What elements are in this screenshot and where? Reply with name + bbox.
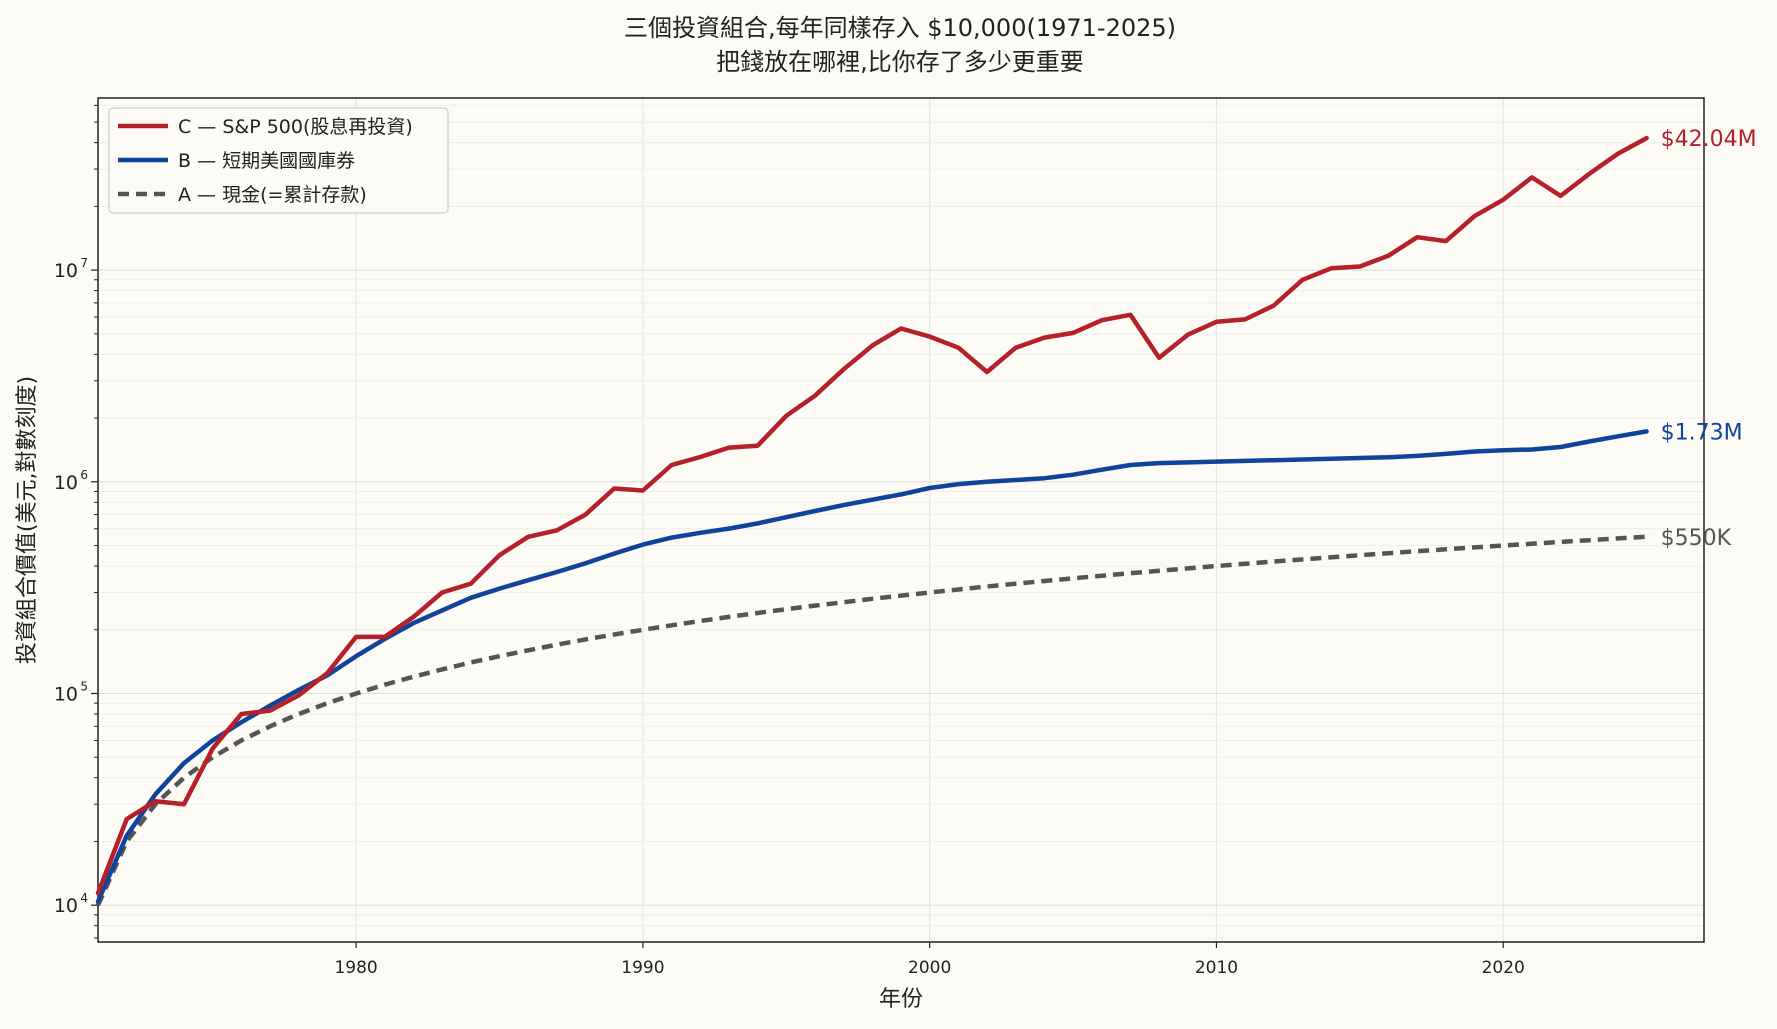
y-tick-exponent: 6 [80, 468, 88, 482]
x-tick-label: 1980 [334, 958, 377, 978]
chart-title: 三個投資組合,每年同樣存入 $10,000(1971-2025) [624, 14, 1176, 42]
y-axis-label: 投資組合價值(美元,對數刻度) [15, 376, 40, 664]
legend-label: A — 現金(=累計存款) [178, 184, 367, 206]
legend: C — S&P 500(股息再投資) B — 短期美國國庫券 A — 現金(=累計存… [108, 107, 449, 214]
end-labels: $42.04M $1.73M $550K [1661, 127, 1757, 551]
y-tick-label: 10 [54, 472, 78, 494]
y-tick-label: 10 [54, 895, 78, 917]
series-layer [95, 135, 1649, 907]
legend-label: C — S&P 500(股息再投資) [178, 116, 413, 138]
y-tick-label: 10 [54, 683, 78, 705]
y-tick-label: 10 [54, 260, 78, 282]
grid [98, 98, 1704, 942]
legend-label: B — 短期美國國庫券 [178, 150, 355, 172]
x-axis-ticks: 1980 1990 2000 2010 2020 [334, 942, 1525, 978]
y-tick-exponent: 5 [80, 679, 88, 693]
series-line [95, 429, 1649, 904]
chart-subtitle: 把錢放在哪裡,比你存了多少更重要 [716, 48, 1084, 76]
legend-box [108, 107, 449, 214]
legend-items: C — S&P 500(股息再投資) B — 短期美國國庫券 A — 現金(=累計存… [118, 116, 413, 206]
y-tick-exponent: 4 [80, 891, 88, 905]
x-tick-label: 1990 [621, 958, 664, 978]
series-end-label: $42.04M [1661, 127, 1757, 152]
x-tick-label: 2010 [1195, 958, 1238, 978]
x-tick-label: 2000 [908, 958, 951, 978]
series-end-label: $550K [1661, 526, 1732, 551]
plot-frame [97, 97, 1705, 943]
series-line [95, 534, 1647, 907]
y-tick-exponent: 7 [80, 256, 88, 270]
series-end-label: $1.73M [1661, 420, 1743, 445]
series-line [95, 135, 1649, 896]
x-tick-label: 2020 [1482, 958, 1525, 978]
x-axis-label: 年份 [879, 987, 923, 1012]
